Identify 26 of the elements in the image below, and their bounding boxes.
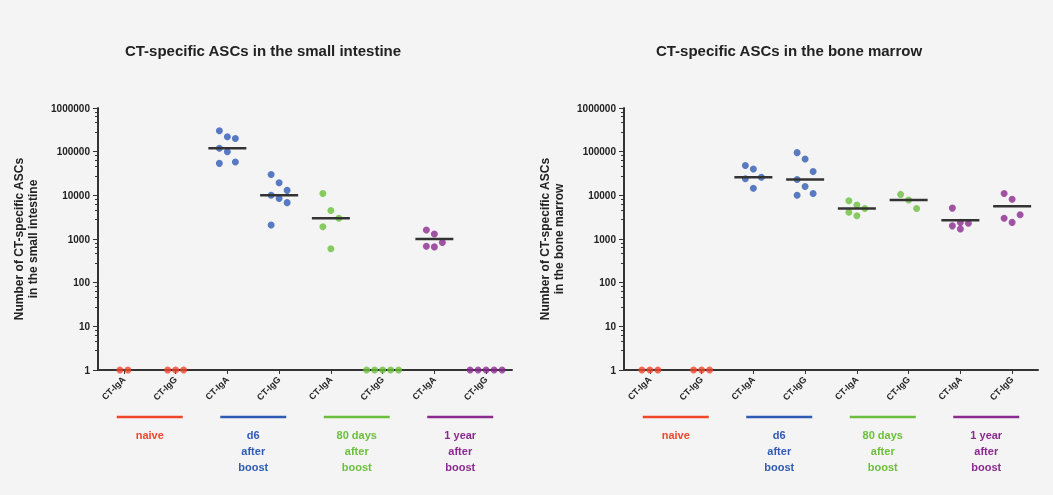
- y-tick-label: 10000: [588, 189, 617, 201]
- y-tick-label: 100: [599, 277, 617, 289]
- text: 80 days after boost: [862, 429, 903, 473]
- y-tick-label: 100000: [56, 146, 91, 158]
- y-tick-label: 1000000: [51, 102, 91, 114]
- y-axis-title: Number of CT-specific ASCs in the bone marrow: [538, 157, 567, 321]
- text: 1 year after boost: [444, 429, 477, 473]
- y-axis-title: Number of CT-specific ASCs in the small intestine: [12, 157, 41, 321]
- y-tick-label: 100: [73, 277, 91, 289]
- y-tick-label: 100000: [582, 146, 617, 158]
- chart-title: CT-specific ASCs in the small intestine: [124, 42, 402, 59]
- text: naive: [661, 429, 690, 441]
- text: d6 after boost: [238, 429, 269, 473]
- y-tick-label: 1000: [593, 233, 617, 245]
- y-tick-label: 1000: [67, 233, 91, 245]
- text: d6 after boost: [764, 429, 795, 473]
- text: naive: [135, 429, 164, 441]
- y-tick-label: 10: [604, 320, 617, 332]
- y-tick-label: 10: [78, 320, 91, 332]
- y-tick-label: 1: [610, 364, 617, 376]
- y-tick-label: 1000000: [577, 102, 617, 114]
- y-tick-label: 10000: [62, 189, 91, 201]
- text: 1 year after boost: [970, 429, 1003, 473]
- chart-title: CT-specific ASCs in the bone marrow: [655, 42, 923, 59]
- y-tick-label: 1: [84, 364, 91, 376]
- text: 80 days after boost: [336, 429, 377, 473]
